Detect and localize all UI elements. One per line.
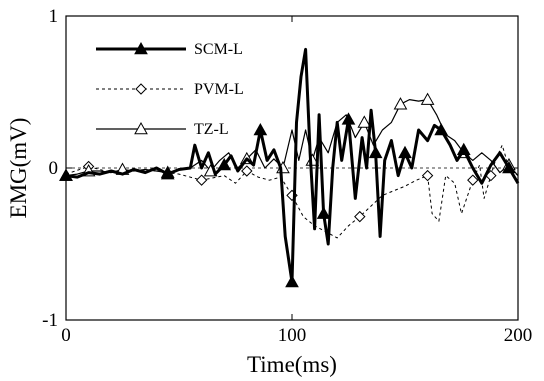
data-point-marker bbox=[217, 157, 232, 171]
y-tick-label: -1 bbox=[42, 310, 58, 331]
legend: SCM-L PVM-L TZ-L bbox=[96, 41, 244, 138]
legend-marker bbox=[135, 83, 147, 95]
legend-marker bbox=[134, 41, 148, 55]
series-layer bbox=[59, 47, 520, 288]
data-point-marker bbox=[420, 92, 435, 105]
legend-marker bbox=[134, 121, 148, 135]
legend-item-pvm-l: PVM-L bbox=[96, 81, 244, 98]
data-point-marker bbox=[253, 122, 268, 136]
legend-label: TZ-L bbox=[194, 121, 229, 138]
axis-ticks-group: 0 100 200-101 bbox=[42, 6, 532, 346]
data-point-marker bbox=[316, 206, 331, 219]
legend-item-tz-l: TZ-L bbox=[96, 121, 229, 138]
data-point-marker bbox=[160, 167, 175, 180]
data-point-marker bbox=[285, 274, 299, 288]
series-tz-l bbox=[59, 92, 519, 181]
x-tick-label: 200 bbox=[504, 325, 533, 346]
data-point-marker bbox=[502, 160, 516, 174]
data-point-marker bbox=[398, 145, 412, 159]
x-tick-label: 0 bbox=[61, 325, 71, 346]
x-tick-label: 100 bbox=[278, 325, 307, 346]
series-pvm-l bbox=[65, 144, 519, 239]
data-point-marker bbox=[195, 174, 208, 186]
data-point-marker bbox=[357, 115, 372, 128]
series-scm-l bbox=[59, 47, 520, 288]
data-point-marker bbox=[241, 165, 253, 177]
data-point-marker bbox=[368, 145, 383, 159]
y-axis-title: EMG(mV) bbox=[6, 118, 31, 219]
data-point-marker bbox=[467, 174, 479, 186]
x-axis-title: Time(ms) bbox=[247, 352, 337, 377]
data-point-marker bbox=[354, 210, 366, 223]
data-point-marker bbox=[341, 112, 356, 125]
series-line-pvm-l bbox=[65, 144, 519, 239]
y-tick-label: 1 bbox=[49, 6, 59, 27]
series-line-tz-l bbox=[65, 99, 519, 177]
y-tick-label: 0 bbox=[49, 158, 59, 179]
legend-label: PVM-L bbox=[194, 81, 244, 98]
legend-label: SCM-L bbox=[194, 41, 243, 58]
data-point-marker bbox=[421, 169, 434, 182]
data-point-marker bbox=[59, 168, 73, 181]
legend-item-scm-l: SCM-L bbox=[96, 41, 243, 58]
series-line-scm-l bbox=[65, 47, 520, 284]
data-point-marker bbox=[434, 122, 449, 136]
data-point-marker bbox=[393, 97, 408, 110]
data-point-marker bbox=[456, 142, 471, 156]
